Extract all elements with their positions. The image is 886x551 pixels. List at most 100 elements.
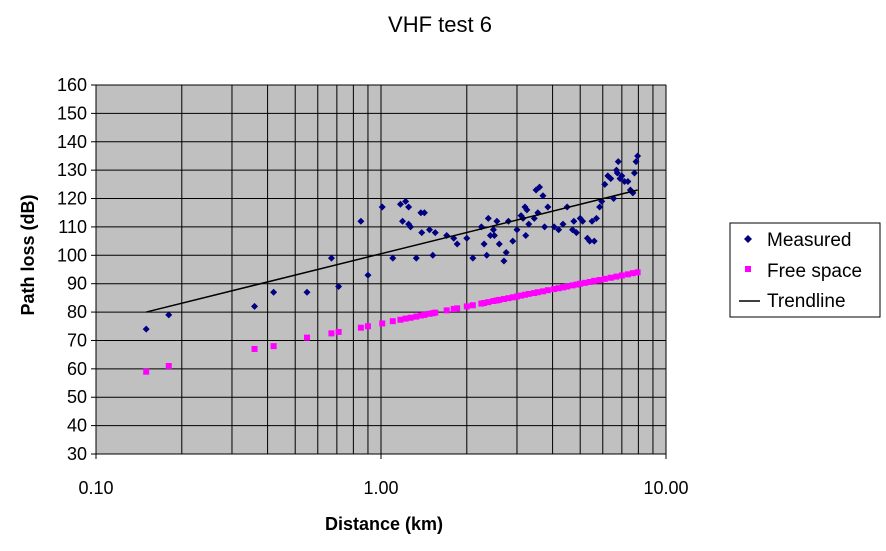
- free-space-point: [509, 294, 516, 301]
- x-axis-title: Distance (km): [325, 514, 443, 534]
- y-tick-label: 70: [67, 330, 87, 350]
- measured-point: [590, 237, 598, 245]
- free-space-point: [624, 271, 631, 278]
- measured-point: [541, 223, 549, 231]
- measured-point: [399, 217, 407, 225]
- measured-point: [486, 231, 494, 239]
- measured-point: [550, 223, 558, 231]
- measured-point: [624, 178, 632, 186]
- free-space-point: [397, 316, 404, 323]
- free-space-point: [270, 343, 277, 350]
- measured-point: [420, 209, 428, 217]
- measured-point: [495, 240, 503, 248]
- y-tick-label: 150: [57, 103, 87, 123]
- y-tick-label: 30: [67, 444, 87, 464]
- y-tick-label: 60: [67, 359, 87, 379]
- free-space-point: [417, 312, 424, 319]
- measured-point: [389, 254, 397, 262]
- measured-point: [165, 311, 173, 319]
- y-tick-label: 140: [57, 132, 87, 152]
- free-space-point: [613, 273, 620, 280]
- free-space-point: [518, 292, 525, 299]
- free-space-point: [500, 296, 507, 303]
- measured-point: [509, 237, 517, 245]
- measured-point: [601, 180, 609, 188]
- free-space-point: [539, 288, 546, 295]
- free-space-point: [607, 274, 614, 281]
- legend-trendline-label: Trendline: [767, 291, 846, 312]
- free-space-point: [469, 302, 476, 309]
- measured-point: [357, 217, 365, 225]
- free-space-point: [490, 298, 497, 305]
- measured-point: [431, 229, 439, 237]
- free-space-point: [569, 282, 576, 289]
- free-space-point: [143, 368, 150, 375]
- chart-title: VHF test 6: [388, 12, 492, 37]
- free-space-point: [555, 285, 562, 292]
- free-space-point: [454, 305, 461, 312]
- free-space-point: [586, 278, 593, 285]
- measured-point: [407, 223, 415, 231]
- measured-point: [378, 203, 386, 211]
- measured-point: [483, 251, 491, 259]
- measured-point: [613, 169, 621, 177]
- measured-point: [417, 209, 425, 217]
- measured-point: [412, 254, 420, 262]
- legend-measured-marker: [744, 235, 752, 243]
- free-space-point: [379, 320, 386, 327]
- measured-point: [426, 226, 434, 234]
- free-space-point: [564, 283, 571, 290]
- free-space-point: [413, 313, 420, 320]
- free-space-point: [251, 345, 258, 352]
- measured-point: [364, 271, 372, 279]
- measured-point: [489, 226, 497, 234]
- measured-point: [453, 240, 461, 248]
- free-space-point: [421, 311, 428, 318]
- trendline-line: [146, 189, 638, 313]
- free-space-point: [496, 296, 503, 303]
- free-space-point: [618, 272, 625, 279]
- free-space-point: [432, 309, 439, 316]
- measured-point: [559, 220, 567, 228]
- y-gridlines: [91, 84, 666, 455]
- measured-point: [429, 251, 437, 259]
- measured-point: [142, 325, 150, 333]
- free-space-point: [505, 295, 512, 302]
- measured-point: [335, 283, 343, 291]
- measured-point: [327, 254, 335, 262]
- legend-measured-label: Measured: [767, 230, 852, 251]
- measured-point: [614, 158, 622, 166]
- free-space-point: [544, 287, 551, 294]
- measured-point: [596, 203, 604, 211]
- free-space-point: [463, 303, 470, 310]
- free-space-point: [582, 279, 589, 286]
- measured-point: [405, 203, 413, 211]
- measured-point: [607, 175, 615, 183]
- free-space-point: [601, 275, 608, 282]
- free-space-point: [629, 270, 636, 277]
- measured-point: [500, 257, 508, 265]
- free-space-point: [534, 289, 541, 296]
- measured-point: [544, 203, 552, 211]
- measured-point: [251, 302, 259, 310]
- measured-point: [592, 214, 600, 222]
- free-space-point: [357, 324, 364, 331]
- measured-point: [572, 229, 580, 237]
- y-tick-label: 40: [67, 416, 87, 436]
- free-space-point: [577, 280, 584, 287]
- free-space-point: [531, 290, 538, 297]
- measured-point: [303, 288, 311, 296]
- measured-point: [469, 254, 477, 262]
- y-tick-label: 130: [57, 160, 87, 180]
- measured-point: [418, 229, 426, 237]
- free-space-point: [485, 299, 492, 306]
- y-tick-label: 120: [57, 189, 87, 209]
- free-space-point: [402, 315, 409, 322]
- measured-point: [570, 217, 578, 225]
- legend: Measured Free space Trendline: [729, 222, 881, 318]
- free-space-point: [551, 286, 558, 293]
- measured-point: [618, 172, 626, 180]
- measured-point: [634, 152, 642, 160]
- free-space-point: [634, 269, 641, 276]
